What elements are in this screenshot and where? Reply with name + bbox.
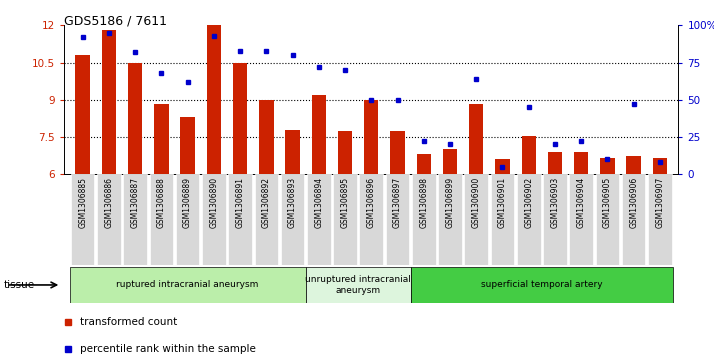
Bar — [71, 174, 94, 265]
Bar — [521, 136, 536, 174]
Text: unruptured intracranial
aneurysm: unruptured intracranial aneurysm — [305, 275, 411, 295]
Text: GSM1306887: GSM1306887 — [131, 177, 140, 228]
Bar — [311, 95, 326, 174]
Bar — [548, 152, 562, 174]
Text: GSM1306898: GSM1306898 — [419, 177, 428, 228]
Bar — [202, 174, 226, 265]
Text: GSM1306900: GSM1306900 — [472, 177, 481, 228]
Bar — [600, 158, 615, 174]
Bar — [181, 117, 195, 174]
Bar — [254, 174, 278, 265]
Bar — [364, 100, 378, 174]
Text: GSM1306892: GSM1306892 — [262, 177, 271, 228]
Bar — [206, 25, 221, 174]
Text: GSM1306893: GSM1306893 — [288, 177, 297, 228]
Bar — [386, 174, 409, 265]
Bar — [574, 152, 588, 174]
Bar — [595, 174, 619, 265]
Text: GSM1306889: GSM1306889 — [183, 177, 192, 228]
Bar — [412, 174, 436, 265]
Bar — [438, 174, 462, 265]
Text: GDS5186 / 7611: GDS5186 / 7611 — [64, 15, 167, 28]
Bar — [306, 267, 411, 303]
Text: superficial temporal artery: superficial temporal artery — [481, 281, 603, 289]
Bar — [411, 267, 673, 303]
Bar — [233, 62, 247, 174]
Text: GSM1306907: GSM1306907 — [655, 177, 665, 228]
Bar — [281, 174, 304, 265]
Text: GSM1306886: GSM1306886 — [104, 177, 114, 228]
Bar — [76, 55, 90, 174]
Bar — [464, 174, 488, 265]
Text: tissue: tissue — [4, 280, 35, 290]
Bar — [443, 150, 457, 174]
Bar — [307, 174, 331, 265]
Text: GSM1306894: GSM1306894 — [314, 177, 323, 228]
Bar — [416, 154, 431, 174]
Bar — [333, 174, 357, 265]
Text: ruptured intracranial aneurysm: ruptured intracranial aneurysm — [116, 281, 258, 289]
Text: GSM1306891: GSM1306891 — [236, 177, 245, 228]
Text: GSM1306888: GSM1306888 — [157, 177, 166, 228]
Bar — [569, 174, 593, 265]
Bar — [124, 174, 147, 265]
Bar — [517, 174, 540, 265]
Bar — [622, 174, 645, 265]
Text: transformed count: transformed count — [80, 317, 178, 327]
Text: GSM1306905: GSM1306905 — [603, 177, 612, 228]
Text: GSM1306903: GSM1306903 — [550, 177, 560, 228]
Bar — [286, 130, 300, 174]
Bar — [69, 267, 306, 303]
Bar — [228, 174, 252, 265]
Bar — [176, 174, 199, 265]
Bar — [101, 30, 116, 174]
Text: GSM1306902: GSM1306902 — [524, 177, 533, 228]
Text: GSM1306904: GSM1306904 — [577, 177, 585, 228]
Text: GSM1306890: GSM1306890 — [209, 177, 218, 228]
Bar — [543, 174, 567, 265]
Bar — [97, 174, 121, 265]
Text: GSM1306897: GSM1306897 — [393, 177, 402, 228]
Bar — [626, 156, 641, 174]
Bar — [149, 174, 174, 265]
Bar — [259, 100, 273, 174]
Bar — [154, 103, 169, 174]
Bar — [338, 131, 352, 174]
Text: percentile rank within the sample: percentile rank within the sample — [80, 344, 256, 354]
Bar — [469, 103, 483, 174]
Bar — [391, 131, 405, 174]
Text: GSM1306899: GSM1306899 — [446, 177, 455, 228]
Bar — [128, 62, 142, 174]
Bar — [491, 174, 514, 265]
Bar — [359, 174, 383, 265]
Bar — [496, 159, 510, 174]
Bar — [653, 158, 667, 174]
Text: GSM1306896: GSM1306896 — [367, 177, 376, 228]
Text: GSM1306895: GSM1306895 — [341, 177, 350, 228]
Text: GSM1306906: GSM1306906 — [629, 177, 638, 228]
Bar — [648, 174, 672, 265]
Text: GSM1306901: GSM1306901 — [498, 177, 507, 228]
Text: GSM1306885: GSM1306885 — [78, 177, 87, 228]
